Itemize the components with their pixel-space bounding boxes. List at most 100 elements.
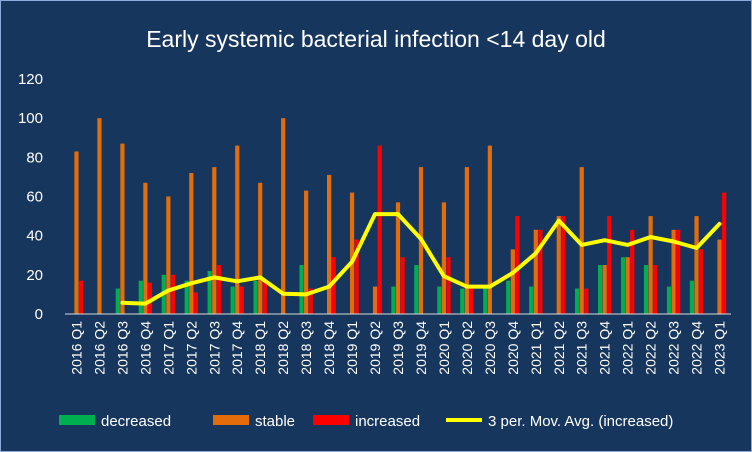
y-tick-label: 0 <box>35 306 43 323</box>
bar-stable <box>625 257 630 314</box>
bar-decreased <box>184 280 189 314</box>
y-tick-label: 60 <box>26 189 43 206</box>
chart-title: Early systemic bacterial infection <14 d… <box>146 26 606 52</box>
bar-decreased <box>460 288 465 314</box>
bar-decreased <box>230 286 235 314</box>
y-tick-label: 20 <box>26 267 43 284</box>
x-tick-label: 2018 Q1 <box>252 321 268 375</box>
bar-decreased <box>391 286 396 314</box>
bar-stable <box>235 145 240 314</box>
x-tick-label: 2018 Q2 <box>275 321 291 375</box>
bar-stable <box>258 182 263 314</box>
x-tick-label: 2016 Q3 <box>114 321 130 375</box>
bar-stable <box>579 167 584 314</box>
bar-stable <box>671 229 676 314</box>
x-tick-label: 2021 Q4 <box>597 321 613 375</box>
bar-stable <box>602 265 607 314</box>
x-tick-label: 2020 Q1 <box>436 321 452 375</box>
x-tick-label: 2022 Q3 <box>666 321 682 375</box>
bar-decreased <box>575 288 580 314</box>
legend-label: stable <box>255 413 295 430</box>
x-tick-label: 2022 Q1 <box>620 321 636 375</box>
bar-decreased <box>207 270 212 314</box>
bar-stable <box>510 249 515 314</box>
y-tick-label: 40 <box>26 228 43 245</box>
x-tick-label: 2019 Q2 <box>367 321 383 375</box>
x-tick-label: 2021 Q2 <box>551 321 567 375</box>
bar-increased <box>561 216 566 314</box>
bar-decreased <box>597 265 603 314</box>
bar-increased <box>630 229 635 314</box>
bar-stable <box>327 174 332 314</box>
bar-increased <box>216 265 221 314</box>
x-tick-label: 2022 Q4 <box>689 321 705 375</box>
bar-decreased <box>299 265 304 314</box>
bar-stable <box>189 173 194 314</box>
x-tick-label: 2020 Q2 <box>459 321 475 375</box>
bar-increased <box>262 280 267 314</box>
bar-stable <box>648 216 653 314</box>
bar-decreased <box>437 286 442 314</box>
legend-label: increased <box>355 413 420 430</box>
bar-increased <box>584 288 589 314</box>
y-tick-label: 120 <box>18 71 43 88</box>
bar-increased <box>515 216 520 314</box>
bar-decreased <box>506 280 511 314</box>
bar-increased <box>354 239 359 314</box>
bar-stable <box>166 196 171 314</box>
bar-increased <box>331 257 336 314</box>
x-tick-label: 2017 Q1 <box>160 321 176 375</box>
x-tick-label: 2016 Q1 <box>69 321 85 375</box>
x-tick-label: 2017 Q2 <box>183 321 199 375</box>
x-tick-label: 2022 Q2 <box>643 321 659 375</box>
bar-increased <box>308 288 313 314</box>
bar-decreased <box>643 265 649 314</box>
bar-stable <box>533 229 538 314</box>
bar-stable <box>349 192 355 314</box>
x-tick-label: 2021 Q3 <box>574 321 590 375</box>
bar-increased <box>607 216 612 314</box>
x-tick-label: 2019 Q1 <box>344 321 360 375</box>
bar-stable <box>487 145 492 314</box>
bar-increased <box>538 229 543 314</box>
x-tick-label: 2019 Q4 <box>413 321 429 375</box>
bar-stable <box>694 216 699 314</box>
bar-decreased <box>529 286 534 314</box>
y-axis: 0 20 40 60 80 100 120 <box>18 71 43 323</box>
x-tick-label: 2021 Q1 <box>528 321 544 375</box>
x-tick-label: 2018 Q4 <box>321 321 337 375</box>
bar-stable <box>372 286 378 314</box>
moving-average-series <box>120 212 722 306</box>
bar-increased <box>469 288 474 314</box>
legend-swatch <box>59 415 95 425</box>
x-tick-label: 2016 Q2 <box>91 321 107 375</box>
x-tick-label: 2019 Q3 <box>390 321 406 375</box>
bar-stable <box>212 167 217 314</box>
bar-decreased <box>666 286 672 314</box>
legend-swatch <box>313 415 349 425</box>
legend-label: 3 per. Mov. Avg. (increased) <box>488 413 673 430</box>
bar-decreased <box>138 280 143 314</box>
bar-stable <box>395 202 401 314</box>
bar-stable <box>304 190 309 314</box>
bar-stable <box>717 239 722 314</box>
bar-stable <box>74 151 79 314</box>
bar-increased <box>722 192 727 314</box>
bar-increased <box>377 145 382 314</box>
bar-increased <box>699 249 704 314</box>
bar-increased <box>676 229 681 314</box>
legend-swatch <box>213 415 249 425</box>
bar-decreased <box>253 280 258 314</box>
y-tick-label: 80 <box>26 149 43 166</box>
y-tick-label: 100 <box>18 110 43 127</box>
bar-decreased <box>620 257 626 314</box>
x-tick-label: 2017 Q3 <box>206 321 222 375</box>
bar-increased <box>446 257 451 314</box>
legend-label: decreased <box>101 413 171 430</box>
bar-increased <box>78 280 84 314</box>
bar-increased <box>170 274 176 314</box>
bar-decreased <box>414 265 419 314</box>
bar-stable <box>281 118 286 315</box>
bar-decreased <box>483 286 488 314</box>
bar-stable <box>97 118 102 315</box>
